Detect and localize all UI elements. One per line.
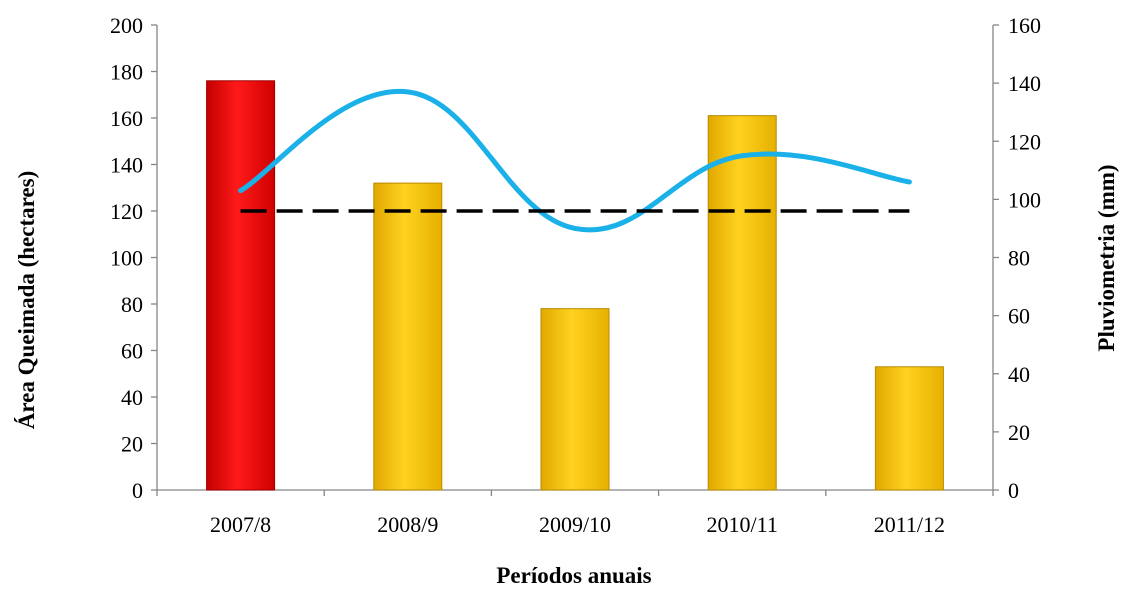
y2-tick-label: 160	[1008, 13, 1041, 38]
y-tick-label: 140	[110, 153, 143, 178]
bar	[874, 366, 944, 491]
bar	[540, 308, 610, 491]
y2-tick-label: 80	[1008, 246, 1030, 271]
x-tick-label: 2010/11	[707, 512, 778, 537]
y2-tick-label: 20	[1008, 420, 1030, 445]
y2-tick-label: 120	[1008, 129, 1041, 154]
y-tick-label: 60	[121, 339, 143, 364]
y-tick-label: 20	[121, 432, 143, 457]
y-tick-label: 0	[132, 478, 143, 503]
y-tick-label: 200	[110, 13, 143, 38]
y2-tick-label: 60	[1008, 304, 1030, 329]
y-tick-label: 180	[110, 60, 143, 85]
x-tick-label: 2009/10	[539, 512, 611, 537]
rainfall-line	[238, 89, 912, 233]
y-tick-label: 40	[121, 385, 143, 410]
y-tick-label: 80	[121, 292, 143, 317]
x-axis-title: Períodos anuais	[496, 563, 651, 588]
bar	[373, 182, 443, 491]
x-tick-label: 2007/8	[210, 512, 271, 537]
line-series	[238, 89, 912, 233]
bar	[206, 80, 276, 491]
y2-tick-label: 140	[1008, 71, 1041, 96]
y2-axis-title: Pluviometria (mm)	[1094, 164, 1119, 351]
y-axis-title: Área Queimada (hectares)	[14, 171, 39, 429]
y2-tick-label: 40	[1008, 362, 1030, 387]
x-tick-label: 2008/9	[377, 512, 438, 537]
y-tick-label: 100	[110, 246, 143, 271]
tick-labels: 0 20 40 60 80 100 120 140 160 180 200 0 20 40 60 80 100 1…	[110, 13, 1041, 537]
y2-tick-label: 0	[1008, 478, 1019, 503]
x-tick-label: 2011/12	[874, 512, 945, 537]
y2-tick-label: 100	[1008, 187, 1041, 212]
bar	[707, 115, 777, 491]
y-tick-label: 160	[110, 106, 143, 131]
bar-series	[206, 80, 944, 491]
y-tick-label: 120	[110, 199, 143, 224]
